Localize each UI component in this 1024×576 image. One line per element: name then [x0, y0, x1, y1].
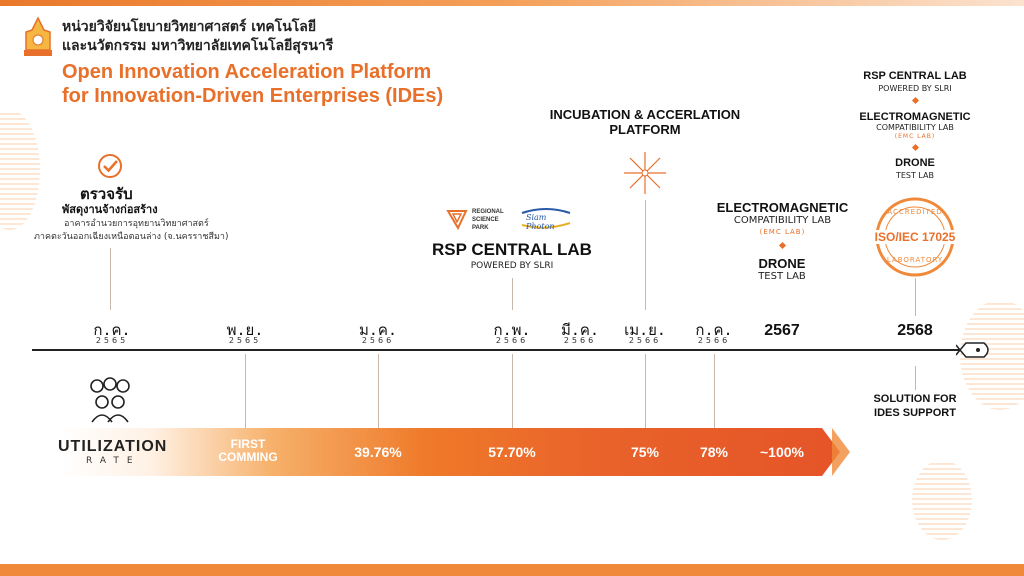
- future-emc-title: ELECTROMAGNETIC: [859, 111, 971, 123]
- utilization-bar-arrow-outer: [832, 428, 850, 476]
- year-2568: 2568: [897, 322, 933, 339]
- solution-label: SOLUTION FOR IDES SUPPORT: [855, 392, 975, 420]
- tick-year-7: 2566: [697, 336, 731, 345]
- solution-line-2: IDES SUPPORT: [874, 407, 956, 419]
- below-line-5: [714, 354, 715, 428]
- badge-main-text: ISO/IEC 17025: [862, 230, 968, 244]
- utilization-value-1: 39.76%: [354, 444, 402, 460]
- emc-separator-diamond: [778, 241, 787, 250]
- org-line-2: และนวัตกรรม มหาวิทยาลัยเทคโนโลยีสุรนารี: [62, 38, 334, 54]
- badge-top-text: ACCREDITED: [887, 208, 943, 216]
- connector-line-rsp: [512, 278, 513, 310]
- emc-lab-subtitle: COMPATIBILITY LAB: [733, 215, 832, 226]
- regional-science-park-logo-icon: [446, 210, 468, 230]
- future-rsp-title: RSP CENTRAL LAB: [863, 70, 967, 82]
- emc-drone-title: DRONE: [758, 256, 806, 271]
- timeline-axis: [32, 349, 962, 351]
- incubation-line-1: INCUBATION & ACCERLATION: [549, 107, 741, 122]
- siam-photon-swoosh-icon: [521, 208, 571, 229]
- university-logo: [24, 16, 52, 56]
- organization-name: หน่วยวิจัยนโยบายวิทยาศาสตร์ เทคโนโลยี แล…: [62, 18, 333, 56]
- tick-year-3: 2566: [361, 336, 395, 345]
- emc-drone-subtitle: TEST LAB: [758, 271, 806, 282]
- tick-month-1: ก.ค.: [93, 321, 131, 339]
- solution-line-1: SOLUTION FOR: [873, 393, 957, 405]
- tick-month-4: ก.พ.: [493, 321, 531, 339]
- regional-science-park-logo-text: REGIONAL SCIENCE PARK: [472, 209, 504, 231]
- utilization-bar: [60, 428, 822, 476]
- org-line-1: หน่วยวิจัยนโยบายวิทยาศาสตร์ เทคโนโลยี: [62, 19, 317, 35]
- future-drone-subtitle: TEST LAB: [895, 171, 935, 180]
- connector-line-inspection: [110, 248, 111, 310]
- below-line-6: [915, 366, 916, 390]
- tick-month-3: ม.ค.: [359, 321, 397, 339]
- future-emc-subtitle: COMPATIBILITY LAB: [876, 123, 954, 132]
- utilization-value-3: 75%: [630, 444, 660, 460]
- siam-photon-label: Siam Photon: [526, 213, 555, 231]
- utilization-subtitle: RATE: [86, 456, 141, 466]
- inspection-subtitle: พัสดุงานจ้างก่อสร้าง: [62, 204, 158, 216]
- emc-lab-title: ELECTROMAGNETIC: [716, 200, 849, 215]
- future-drone-title: DRONE: [895, 157, 935, 169]
- connector-line-incubation: [645, 200, 646, 310]
- decor-stripe-left: [0, 110, 40, 230]
- year-2567: 2567: [764, 322, 800, 339]
- title-line-1: Open Innovation Acceleration Platform: [62, 61, 432, 83]
- tick-year-4: 2566: [495, 336, 529, 345]
- future-emc-tag: (EMC LAB): [894, 133, 936, 140]
- top-border: [0, 0, 1024, 6]
- tick-month-6: เม.ย.: [624, 321, 666, 339]
- below-line-1: [245, 354, 246, 428]
- rsp-central-lab-title: RSP CENTRAL LAB: [432, 240, 592, 259]
- tick-year-5: 2566: [563, 336, 597, 345]
- utilization-title: UTILIZATION: [58, 438, 168, 455]
- bottom-border: [0, 564, 1024, 576]
- tick-year-6: 2566: [628, 336, 662, 345]
- page-title: Open Innovation Acceleration Platform fo…: [62, 60, 443, 108]
- utilization-first-coming: FIRST COMMING: [218, 437, 278, 464]
- rsp-powered-by: POWERED BY SLRI: [470, 261, 554, 271]
- future-separator-2: [911, 143, 920, 152]
- tick-month-7: ก.ค.: [695, 321, 733, 339]
- inspection-line-2: ภาคตะวันออกเฉียงเหนือตอนล่าง (จ.นครราชสี…: [34, 232, 229, 242]
- below-line-3: [512, 354, 513, 428]
- utilization-value-5: ~100%: [760, 444, 804, 460]
- incubation-line-2: PLATFORM: [609, 122, 681, 137]
- rocket-icon: [956, 342, 989, 358]
- inspection-title: ตรวจรับ: [80, 186, 133, 203]
- tick-year-2: 2565: [228, 336, 262, 345]
- siam-photon-logo: Siam Photon: [520, 205, 572, 231]
- tick-year-1: 2565: [95, 336, 129, 345]
- tick-month-2: พ.ย.: [226, 321, 264, 339]
- utilization-value-4: 78%: [699, 444, 729, 460]
- decor-stripe-right-bottom: [912, 460, 972, 540]
- fireworks-icon: [624, 152, 666, 194]
- check-circle-icon: [98, 154, 122, 178]
- inspection-line-1: อาคารอำนวยการอุทยานวิทยาศาสตร์: [64, 219, 209, 229]
- title-line-2: for Innovation-Driven Enterprises (IDEs): [62, 85, 444, 107]
- iso-accredited-badge: ACCREDITED ISO/IEC 17025 LABORATORY: [862, 196, 968, 278]
- future-rsp-subtitle: POWERED BY SLRI: [878, 84, 952, 93]
- emc-lab-tag: (EMC LAB): [759, 228, 806, 236]
- below-line-2: [378, 354, 379, 428]
- badge-bottom-text: LABORATORY: [886, 256, 944, 264]
- future-separator-1: [911, 96, 920, 105]
- tick-month-5: มี.ค.: [561, 321, 599, 339]
- people-group-icon: [90, 377, 130, 423]
- connector-line-future: [915, 278, 916, 316]
- below-line-4: [645, 354, 646, 428]
- utilization-value-2: 57.70%: [488, 444, 536, 460]
- incubation-title: INCUBATION & ACCERLATION PLATFORM: [530, 107, 760, 137]
